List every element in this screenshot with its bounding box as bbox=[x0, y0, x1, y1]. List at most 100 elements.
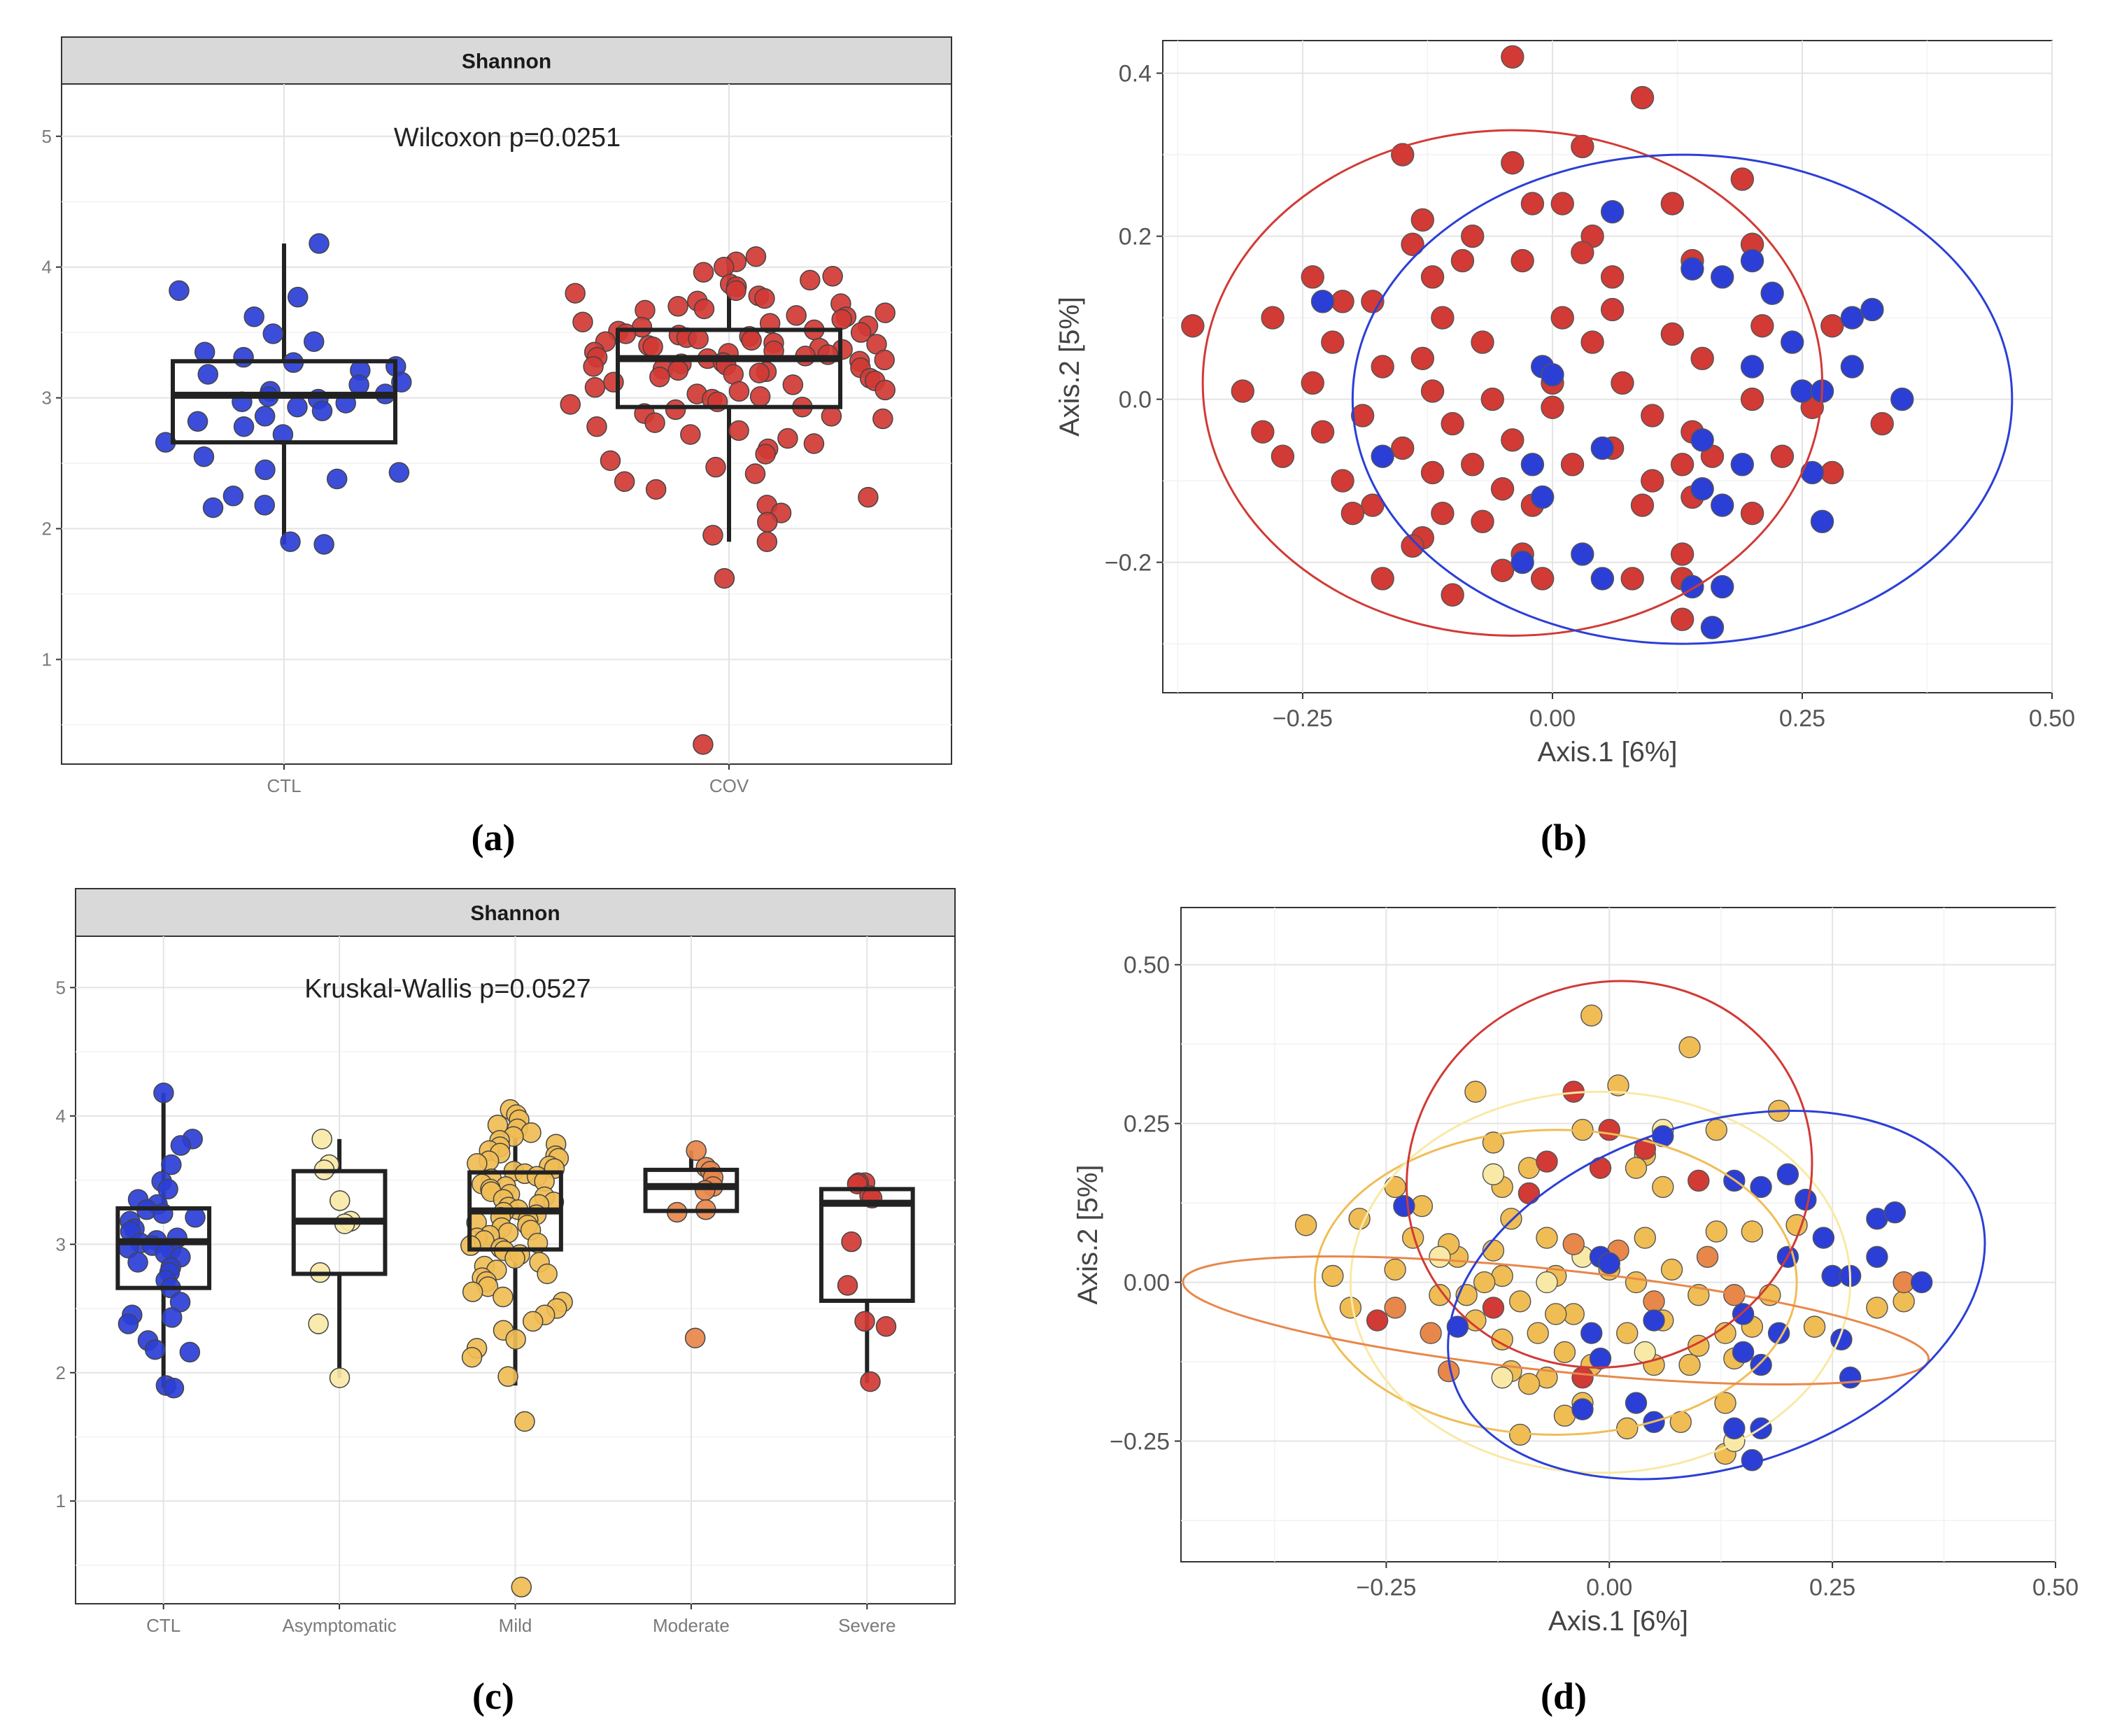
point-cov bbox=[1660, 322, 1685, 346]
data-point-ctl bbox=[161, 1307, 183, 1328]
point-cov bbox=[1511, 248, 1534, 273]
point-severe bbox=[1598, 1119, 1620, 1141]
data-point-asymptomatic bbox=[329, 1190, 351, 1211]
data-point-ctl bbox=[233, 346, 254, 368]
plot-area bbox=[1162, 40, 2053, 693]
point-moderate bbox=[1643, 1290, 1665, 1313]
data-point-mild bbox=[537, 1263, 558, 1285]
point-cov bbox=[1301, 265, 1324, 289]
y-tick-label: 1 bbox=[42, 649, 52, 670]
point-mild bbox=[1545, 1303, 1567, 1325]
point-cov bbox=[1391, 436, 1415, 460]
point-cov bbox=[1670, 542, 1695, 566]
data-point-ctl bbox=[197, 364, 218, 385]
data-point-cov bbox=[803, 433, 825, 454]
data-point-cov bbox=[831, 309, 852, 330]
data-point-mild bbox=[521, 1122, 542, 1143]
point-mild bbox=[1678, 1036, 1701, 1059]
x-tick-label: 0.25 bbox=[1779, 705, 1825, 732]
data-point-ctl bbox=[233, 416, 255, 437]
point-cov bbox=[1471, 509, 1494, 534]
data-point-cov bbox=[850, 322, 872, 343]
point-cov bbox=[1520, 192, 1545, 216]
ellipse-asymptomatic bbox=[1349, 1090, 1852, 1474]
point-mild bbox=[1518, 1373, 1541, 1395]
y-tick-label: −0.25 bbox=[1110, 1429, 1170, 1455]
x-tick-label-mild: Mild bbox=[499, 1615, 532, 1636]
point-ctl bbox=[1883, 1201, 1907, 1224]
data-point-cov bbox=[665, 399, 686, 421]
plot-area bbox=[1180, 907, 2056, 1562]
data-point-ctl bbox=[311, 400, 333, 422]
point-ctl bbox=[1776, 1163, 1799, 1185]
point-cov bbox=[1350, 404, 1375, 428]
stat-annotation: Kruskal-Wallis p=0.0527 bbox=[304, 974, 590, 1003]
point-cov bbox=[1331, 469, 1354, 493]
y-tick-label: 0.0 bbox=[1119, 387, 1152, 414]
point-mild bbox=[1616, 1322, 1639, 1344]
point-ctl bbox=[1750, 1353, 1772, 1376]
y-axis-label: Axis.2 [5%] bbox=[1073, 1164, 1103, 1304]
x-tick-label: 0.50 bbox=[2032, 1574, 2079, 1601]
point-mild bbox=[1553, 1341, 1576, 1364]
point-ctl bbox=[1760, 281, 1784, 305]
point-cov bbox=[1301, 371, 1324, 395]
point-ctl bbox=[1310, 290, 1335, 313]
ellipse-ctl bbox=[1447, 1110, 1986, 1481]
data-point-cov bbox=[584, 376, 606, 398]
data-point-cov bbox=[714, 567, 735, 589]
point-mild bbox=[1482, 1131, 1505, 1154]
data-point-cov bbox=[872, 408, 893, 430]
stat-annotation: Wilcoxon p=0.0251 bbox=[394, 123, 621, 153]
data-point-cov bbox=[757, 511, 778, 532]
point-mild bbox=[1705, 1220, 1728, 1243]
data-point-severe bbox=[841, 1231, 862, 1252]
point-mild bbox=[1536, 1227, 1558, 1249]
data-point-cov bbox=[667, 296, 688, 317]
data-point-ctl bbox=[326, 468, 348, 490]
point-ctl bbox=[1446, 1315, 1469, 1338]
point-ctl bbox=[1681, 257, 1704, 281]
data-point-mild bbox=[462, 1281, 483, 1302]
data-point-cov bbox=[754, 288, 775, 309]
data-point-mild bbox=[461, 1347, 483, 1368]
point-mild bbox=[1339, 1297, 1362, 1319]
data-point-cov bbox=[565, 283, 586, 304]
point-ctl bbox=[1839, 1367, 1862, 1389]
data-point-cov bbox=[688, 328, 709, 350]
data-point-cov bbox=[745, 246, 767, 267]
data-point-ctl bbox=[287, 286, 309, 308]
point-ctl bbox=[1730, 453, 1754, 477]
data-point-cov bbox=[728, 381, 750, 402]
y-tick-label: 0.50 bbox=[1124, 952, 1170, 979]
y-tick-label: 4 bbox=[42, 257, 52, 278]
x-axis-label: Axis.1 [6%] bbox=[1537, 737, 1677, 768]
box-body-severe bbox=[819, 1187, 915, 1304]
data-point-ctl bbox=[179, 1341, 201, 1363]
point-cov bbox=[1461, 453, 1485, 477]
data-point-asymptomatic bbox=[308, 1313, 329, 1334]
point-ctl bbox=[1740, 355, 1764, 379]
data-point-cov bbox=[786, 305, 807, 326]
point-mild bbox=[1508, 1290, 1531, 1313]
point-mild bbox=[1714, 1392, 1736, 1414]
y-axis-label: Axis.2 [5%] bbox=[1054, 297, 1085, 437]
point-ctl bbox=[1711, 574, 1734, 599]
data-point-ctl bbox=[348, 374, 369, 395]
point-cov bbox=[1571, 241, 1594, 264]
point-cov bbox=[1740, 502, 1764, 525]
point-cov bbox=[1331, 290, 1354, 313]
plot-content bbox=[1181, 45, 2014, 645]
data-point-ctl bbox=[163, 1378, 185, 1399]
data-point-ctl bbox=[194, 341, 215, 362]
point-ctl bbox=[1780, 330, 1804, 354]
point-cov bbox=[1480, 387, 1504, 411]
point-cov bbox=[1571, 134, 1594, 159]
point-mild bbox=[1660, 1258, 1683, 1281]
data-point-mild bbox=[504, 1248, 525, 1269]
data-point-ctl bbox=[157, 1178, 178, 1200]
panel-label-b: (b) bbox=[1541, 817, 1587, 859]
x-tick-label: 0.50 bbox=[2029, 705, 2075, 732]
point-cov bbox=[1420, 460, 1445, 485]
point-severe bbox=[1688, 1169, 1710, 1192]
